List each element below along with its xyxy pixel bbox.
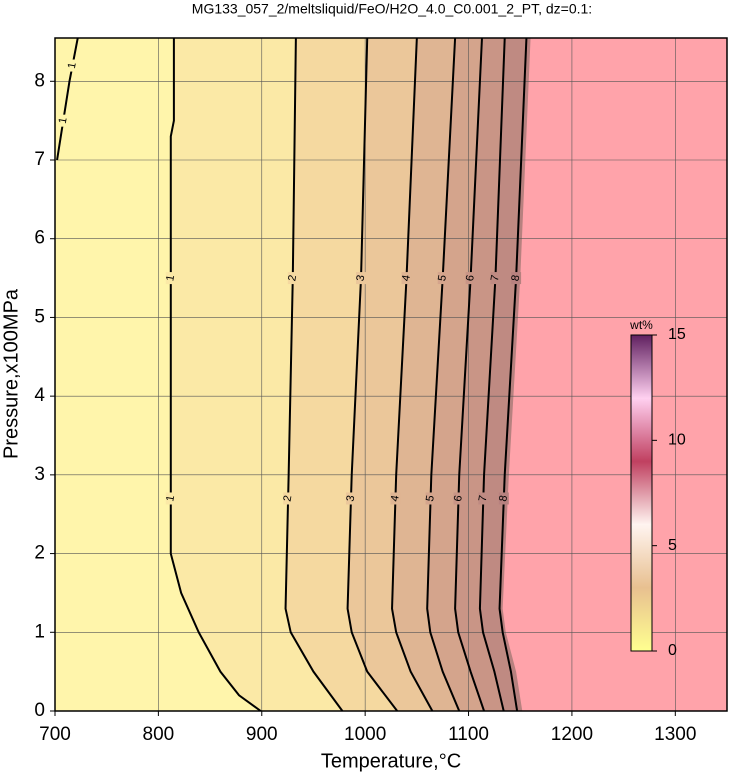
colorbar-label: wt% (629, 318, 653, 332)
contour-label-bg (498, 492, 509, 505)
contour-label: 4 (400, 274, 413, 282)
y-axis-label: Pressure,x100MPa (0, 288, 22, 459)
contour-label: 6 (464, 274, 477, 282)
x-tick-label: 1300 (654, 724, 696, 745)
contour-label: 1 (57, 117, 70, 125)
contour-label: 3 (354, 274, 367, 282)
contour-label-bg (478, 492, 489, 505)
region-fill (502, 38, 727, 711)
contour-label-bg (165, 272, 176, 285)
x-tick-label: 1100 (448, 724, 489, 745)
contour-label: 2 (282, 494, 295, 502)
contour-label-bg (283, 492, 294, 505)
contour-label-bg (390, 492, 401, 505)
contour-label-bg (437, 272, 448, 285)
contour-label-bg (356, 272, 367, 285)
contour-label-bg (453, 492, 464, 505)
y-tick-label: 8 (34, 70, 45, 91)
colorbar-tick-label: 10 (668, 432, 686, 449)
x-tick-label: 1200 (551, 724, 593, 745)
colorbar (630, 334, 653, 652)
colorbar-tick-label: 5 (668, 537, 677, 554)
contour-label: 3 (344, 494, 357, 502)
contour-label-bg (345, 492, 356, 505)
x-axis-label: Temperature,°C (321, 750, 461, 772)
x-tick-label: 800 (143, 724, 175, 745)
contour-label-bg (511, 272, 522, 285)
contour-label: 1 (66, 61, 79, 69)
x-tick-label: 1000 (344, 724, 386, 745)
contour-line (169, 38, 262, 711)
y-tick-label: 2 (34, 543, 45, 564)
y-tick-label: 7 (34, 149, 45, 170)
colorbar-tick-label: 0 (668, 642, 677, 659)
contour-label-bg (465, 272, 476, 285)
contour-label: 6 (452, 494, 465, 502)
contour-line (56, 38, 79, 161)
contour-label-bg (287, 272, 298, 285)
contour-label: 4 (389, 494, 402, 502)
contour-label-bg (401, 272, 412, 285)
contour-label-bg (165, 492, 176, 505)
y-tick-label: 3 (34, 464, 45, 485)
y-tick-label: 6 (34, 228, 45, 249)
contour-label: 2 (286, 274, 299, 282)
chart-title: MG133_057_2/meltsliquid/FeO/H2O_4.0_C0.0… (192, 1, 592, 17)
contour-label: 7 (477, 494, 490, 502)
y-tick-label: 5 (34, 306, 45, 327)
contour-label: 8 (510, 274, 523, 282)
contour-label: 8 (497, 494, 510, 502)
x-tick-label: 900 (246, 724, 278, 745)
contour-label: 1 (164, 494, 177, 502)
plot-frame (54, 37, 728, 712)
contour-label-bg (58, 114, 69, 127)
colorbar-tick-label: 15 (668, 326, 686, 343)
y-tick-label: 4 (34, 385, 45, 406)
contour-label: 5 (436, 274, 449, 282)
contour-label-bg (67, 59, 78, 72)
x-tick-label: 700 (39, 724, 71, 745)
y-tick-label: 0 (34, 700, 45, 721)
y-tick-label: 1 (34, 621, 45, 642)
contour-label: 1 (164, 274, 177, 282)
contour-label-bg (425, 492, 436, 505)
contour-label-bg (490, 272, 501, 285)
contour-label: 5 (424, 494, 437, 502)
contour-label: 7 (489, 274, 502, 282)
